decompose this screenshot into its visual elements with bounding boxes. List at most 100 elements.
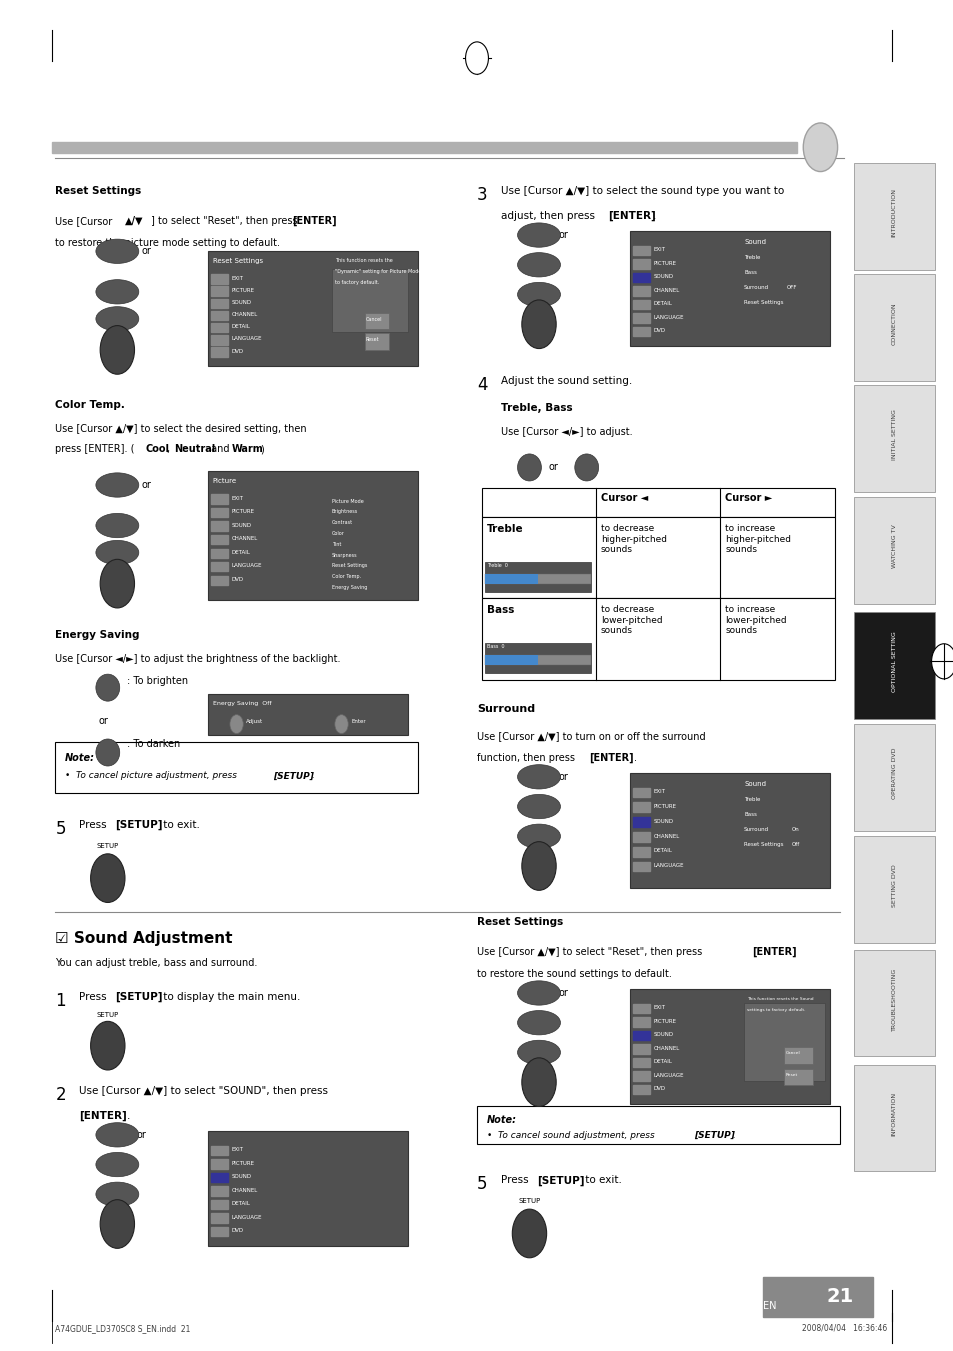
Text: DVD: DVD: [232, 349, 244, 354]
Bar: [481, 598, 834, 680]
Text: CHANNEL: CHANNEL: [653, 834, 679, 839]
Text: Surround: Surround: [743, 285, 768, 290]
Text: Bass  0: Bass 0: [486, 644, 503, 650]
Bar: [853, 163, 934, 270]
Text: to restore the sound settings to default.: to restore the sound settings to default…: [476, 969, 671, 978]
Text: Bass: Bass: [743, 812, 756, 817]
Bar: [853, 385, 934, 492]
Text: Warm: Warm: [232, 444, 263, 454]
Bar: [211, 1186, 228, 1196]
Text: to exit.: to exit.: [160, 820, 200, 830]
Text: DETAIL: DETAIL: [232, 324, 251, 330]
Text: 1: 1: [55, 992, 66, 1009]
Bar: [632, 273, 649, 282]
Text: and: and: [208, 444, 233, 454]
Bar: [211, 347, 228, 357]
Bar: [783, 1047, 812, 1063]
Text: settings to factory default.: settings to factory default.: [746, 1008, 804, 1012]
Text: Tint: Tint: [332, 542, 341, 547]
Text: Energy Saving: Energy Saving: [55, 630, 140, 639]
Text: LANGUAGE: LANGUAGE: [232, 1215, 262, 1220]
Text: PICTURE: PICTURE: [232, 1161, 254, 1166]
Text: INFORMATION: INFORMATION: [891, 1092, 896, 1136]
Text: to decrease
higher-pitched
sounds: to decrease higher-pitched sounds: [600, 524, 666, 554]
Text: ENTER: ENTER: [109, 581, 126, 586]
Text: OFF: OFF: [786, 285, 797, 290]
Bar: [629, 231, 829, 346]
Bar: [55, 742, 417, 793]
Ellipse shape: [517, 1011, 559, 1035]
Bar: [211, 1146, 228, 1155]
Circle shape: [335, 715, 348, 734]
Text: EXIT: EXIT: [232, 1147, 244, 1152]
Text: Reset Settings: Reset Settings: [213, 258, 263, 263]
Text: Picture: Picture: [213, 478, 236, 484]
Bar: [365, 313, 389, 330]
Text: : To darken: : To darken: [127, 739, 180, 750]
Text: [ENTER]: [ENTER]: [79, 1111, 127, 1121]
Text: Bass: Bass: [743, 270, 756, 276]
Text: DETAIL: DETAIL: [232, 1201, 251, 1206]
Text: WATCHING TV: WATCHING TV: [891, 524, 896, 569]
Text: Use [Cursor ▲/▼] to turn on or off the surround: Use [Cursor ▲/▼] to turn on or off the s…: [476, 731, 705, 740]
Text: 5: 5: [476, 1175, 487, 1193]
Text: Treble: Treble: [486, 524, 522, 534]
Ellipse shape: [517, 794, 559, 819]
Text: ): ): [260, 444, 264, 454]
Ellipse shape: [95, 1152, 139, 1177]
Bar: [211, 1159, 228, 1169]
Bar: [632, 1004, 649, 1013]
Text: Adjust the sound setting.: Adjust the sound setting.: [500, 376, 632, 385]
Bar: [853, 836, 934, 943]
Bar: [632, 246, 649, 255]
Text: 2: 2: [55, 1086, 66, 1104]
Bar: [783, 1069, 812, 1085]
Text: .: .: [634, 753, 637, 762]
Bar: [211, 286, 228, 296]
Text: LANGUAGE: LANGUAGE: [653, 1073, 683, 1078]
Bar: [629, 989, 829, 1104]
Text: ENTER: ENTER: [530, 863, 547, 869]
Text: "Dynamic" setting for Picture Mode: "Dynamic" setting for Picture Mode: [335, 269, 421, 274]
Text: or: or: [558, 771, 567, 782]
Text: LANGUAGE: LANGUAGE: [653, 315, 683, 320]
Text: DVD: DVD: [232, 1228, 244, 1233]
Bar: [211, 299, 228, 308]
Bar: [481, 517, 834, 598]
Text: DVD: DVD: [232, 577, 244, 582]
Text: Bass: Bass: [486, 605, 514, 615]
Text: This function resets the: This function resets the: [335, 258, 393, 263]
Bar: [632, 1044, 649, 1054]
Bar: [365, 334, 389, 350]
Text: function, then press: function, then press: [476, 753, 578, 762]
Text: Brightness: Brightness: [332, 509, 358, 515]
Ellipse shape: [517, 253, 559, 277]
Text: PICTURE: PICTURE: [653, 804, 676, 809]
Text: Press: Press: [500, 1175, 531, 1185]
Text: Picture Mode: Picture Mode: [332, 499, 363, 504]
Bar: [853, 1065, 934, 1171]
Text: Surround: Surround: [476, 704, 535, 713]
Ellipse shape: [95, 1182, 139, 1206]
Circle shape: [465, 42, 488, 74]
Text: Color Temp.: Color Temp.: [332, 574, 360, 580]
Text: Cancel: Cancel: [366, 317, 382, 323]
Text: [SETUP]: [SETUP]: [273, 771, 314, 781]
Bar: [632, 327, 649, 336]
Ellipse shape: [95, 239, 139, 263]
Ellipse shape: [95, 540, 139, 565]
Text: CHANNEL: CHANNEL: [232, 312, 258, 317]
Text: SETUP: SETUP: [517, 1198, 540, 1204]
Bar: [632, 847, 649, 857]
Bar: [208, 471, 417, 600]
Ellipse shape: [95, 1123, 139, 1147]
Bar: [632, 1071, 649, 1081]
Text: Use [Cursor ◄/►] to adjust the brightness of the backlight.: Use [Cursor ◄/►] to adjust the brightnes…: [55, 654, 340, 663]
Text: Color: Color: [332, 531, 344, 536]
Text: Energy Saving  Off: Energy Saving Off: [213, 701, 271, 707]
Text: On: On: [791, 827, 799, 832]
Text: or: or: [548, 462, 558, 473]
Circle shape: [91, 1021, 125, 1070]
Ellipse shape: [517, 454, 541, 481]
Text: DVD: DVD: [653, 328, 665, 334]
